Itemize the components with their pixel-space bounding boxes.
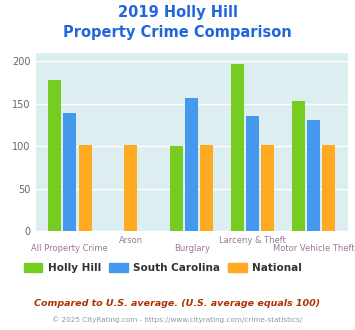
Bar: [48, 80, 61, 231]
Bar: [261, 145, 274, 231]
Text: Larceny & Theft: Larceny & Theft: [219, 236, 286, 245]
Text: © 2025 CityRating.com - https://www.cityrating.com/crime-statistics/: © 2025 CityRating.com - https://www.city…: [53, 316, 302, 323]
Bar: [292, 101, 305, 231]
Text: All Property Crime: All Property Crime: [31, 244, 108, 253]
Text: Compared to U.S. average. (U.S. average equals 100): Compared to U.S. average. (U.S. average …: [34, 299, 321, 308]
Text: Motor Vehicle Theft: Motor Vehicle Theft: [273, 244, 354, 253]
Bar: [124, 145, 137, 231]
Text: Arson: Arson: [119, 236, 143, 245]
Bar: [201, 145, 213, 231]
Text: 2019 Holly Hill: 2019 Holly Hill: [118, 5, 237, 20]
Bar: [307, 120, 320, 231]
Bar: [78, 145, 92, 231]
Text: Burglary: Burglary: [174, 244, 210, 253]
Legend: Holly Hill, South Carolina, National: Holly Hill, South Carolina, National: [20, 258, 306, 277]
Bar: [322, 145, 335, 231]
Bar: [170, 146, 183, 231]
Text: Property Crime Comparison: Property Crime Comparison: [63, 25, 292, 40]
Bar: [246, 115, 259, 231]
Bar: [185, 98, 198, 231]
Bar: [63, 113, 76, 231]
Bar: [231, 64, 244, 231]
